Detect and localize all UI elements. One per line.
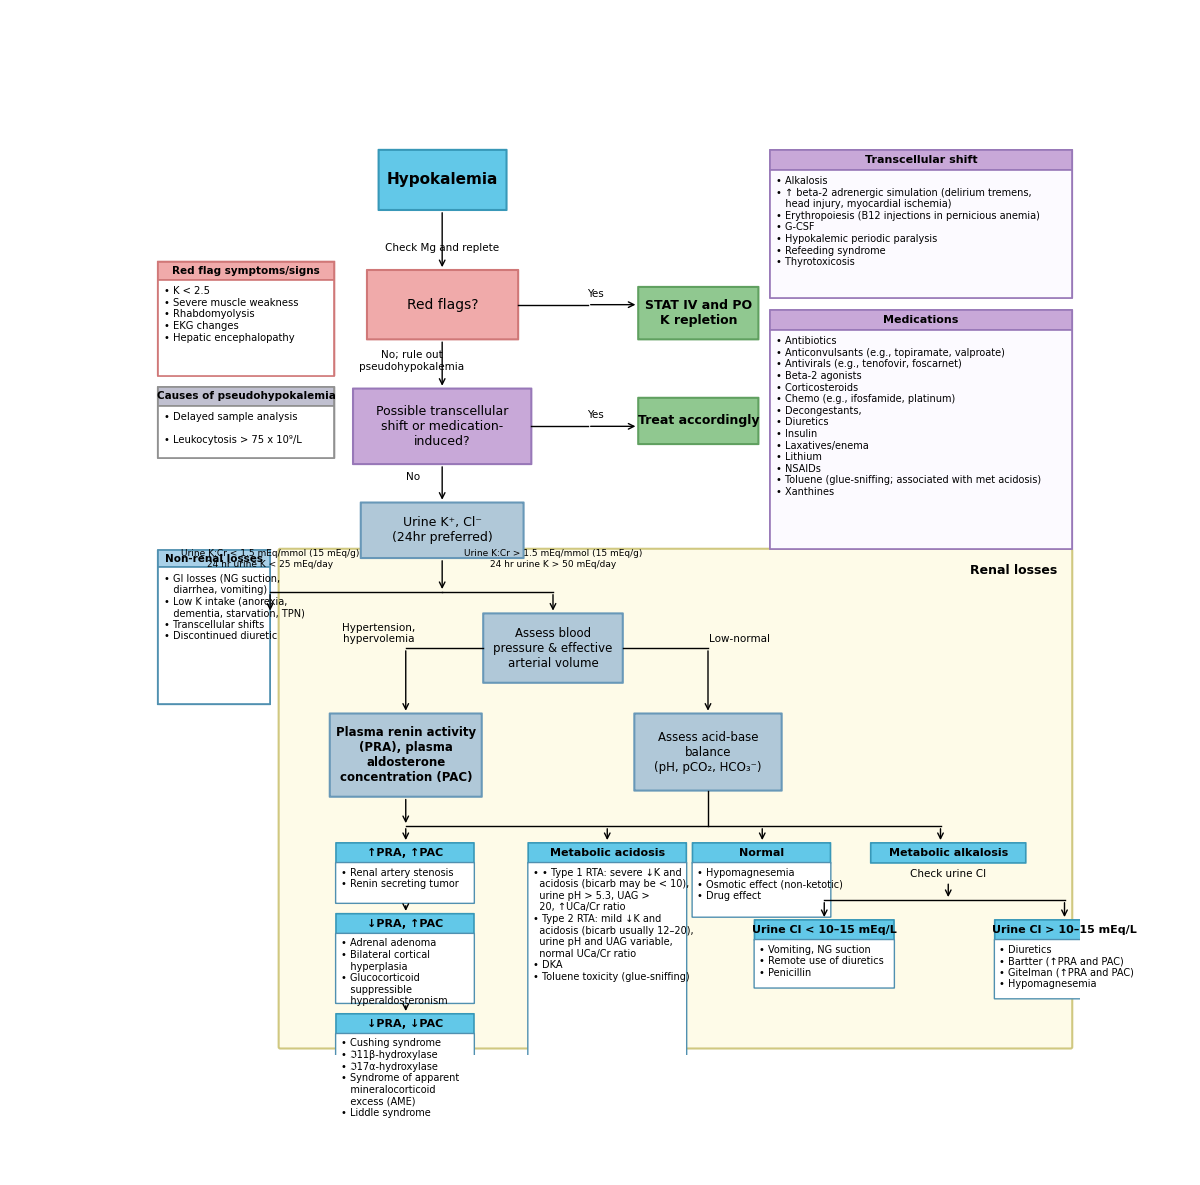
FancyBboxPatch shape: [367, 270, 518, 339]
FancyBboxPatch shape: [157, 280, 335, 376]
FancyBboxPatch shape: [157, 405, 335, 457]
Text: Check Mg and replete: Check Mg and replete: [385, 243, 499, 254]
Text: Assess blood
pressure & effective
arterial volume: Assess blood pressure & effective arteri…: [493, 627, 613, 670]
Text: Red flag symptoms/signs: Red flag symptoms/signs: [173, 265, 320, 276]
Text: • Hypomagnesemia
• Osmotic effect (non-ketotic)
• Drug effect: • Hypomagnesemia • Osmotic effect (non-k…: [697, 867, 844, 901]
FancyBboxPatch shape: [770, 310, 1073, 331]
Text: • Antibiotics
• Anticonvulsants (e.g., topiramate, valproate)
• Antivirals (e.g.: • Antibiotics • Anticonvulsants (e.g., t…: [776, 337, 1042, 497]
FancyBboxPatch shape: [528, 863, 686, 1061]
FancyBboxPatch shape: [336, 863, 474, 903]
Text: Normal: Normal: [739, 848, 784, 858]
Text: • Renal artery stenosis
• Renin secreting tumor: • Renal artery stenosis • Renin secretin…: [341, 867, 458, 889]
FancyBboxPatch shape: [330, 713, 481, 796]
FancyBboxPatch shape: [770, 169, 1073, 297]
FancyBboxPatch shape: [157, 550, 270, 704]
Text: • Cushing syndrome
• ℑ11β-hydroxylase
• ℑ17α-hydroxylase
• Syndrome of apparent
: • Cushing syndrome • ℑ11β-hydroxylase • …: [341, 1038, 458, 1119]
FancyBboxPatch shape: [995, 940, 1135, 999]
Text: • Adrenal adenoma
• Bilateral cortical
   hyperplasia
• Glucocorticoid
   suppre: • Adrenal adenoma • Bilateral cortical h…: [341, 939, 448, 1006]
FancyBboxPatch shape: [770, 331, 1073, 549]
Text: • Diuretics
• Bartter (↑PRA and PAC)
• Gitelman (↑PRA and PAC)
• Hypomagnesemia: • Diuretics • Bartter (↑PRA and PAC) • G…: [1000, 944, 1134, 989]
Text: ↓PRA, ↓PAC: ↓PRA, ↓PAC: [367, 1019, 443, 1029]
Text: • Delayed sample analysis

• Leukocytosis > 75 x 10⁹/L: • Delayed sample analysis • Leukocytosis…: [164, 411, 301, 444]
FancyBboxPatch shape: [157, 387, 335, 457]
FancyBboxPatch shape: [157, 568, 270, 704]
Text: Plasma renin activity
(PRA), plasma
aldosterone
concentration (PAC): Plasma renin activity (PRA), plasma aldo…: [336, 726, 476, 784]
FancyBboxPatch shape: [336, 843, 474, 863]
Text: Metabolic alkalosis: Metabolic alkalosis: [889, 848, 1008, 858]
FancyBboxPatch shape: [692, 863, 830, 917]
FancyBboxPatch shape: [278, 549, 1073, 1049]
FancyBboxPatch shape: [754, 940, 894, 988]
Text: Renal losses: Renal losses: [970, 564, 1057, 577]
Text: Yes: Yes: [587, 410, 604, 421]
Text: Hypertension,
hypervolemia: Hypertension, hypervolemia: [342, 622, 415, 645]
Text: Urine K:Cr > 1.5 mEq/mmol (15 mEq/g)
24 hr urine K > 50 mEq/day: Urine K:Cr > 1.5 mEq/mmol (15 mEq/g) 24 …: [464, 550, 642, 569]
Text: • K < 2.5
• Severe muscle weakness
• Rhabdomyolysis
• EKG changes
• Hepatic ence: • K < 2.5 • Severe muscle weakness • Rha…: [164, 287, 299, 342]
FancyBboxPatch shape: [995, 920, 1134, 940]
FancyBboxPatch shape: [157, 387, 335, 405]
Text: Hypokalemia: Hypokalemia: [386, 173, 498, 187]
Text: Assess acid-base
balance
(pH, pCO₂, HCO₃⁻): Assess acid-base balance (pH, pCO₂, HCO₃…: [654, 730, 762, 774]
Text: No; rule out
pseudohypokalemia: No; rule out pseudohypokalemia: [359, 350, 464, 372]
Text: Treat accordingly: Treat accordingly: [637, 415, 760, 428]
Text: Causes of pseudohypokalemia: Causes of pseudohypokalemia: [157, 391, 336, 402]
Text: Possible transcellular
shift or medication-
induced?: Possible transcellular shift or medicati…: [376, 405, 509, 448]
Text: Urine K⁺, Cl⁻
(24hr preferred): Urine K⁺, Cl⁻ (24hr preferred): [391, 517, 492, 544]
Text: • • Type 1 RTA: severe ↓K and
  acidosis (bicarb may be < 10),
  urine pH > 5.3,: • • Type 1 RTA: severe ↓K and acidosis (…: [533, 867, 694, 982]
Text: • Alkalosis
• ↑ beta-2 adrenergic simulation (delirium tremens,
   head injury, : • Alkalosis • ↑ beta-2 adrenergic simula…: [776, 177, 1040, 268]
Text: • GI losses (NG suction,
   diarrhea, vomiting)
• Low K intake (anorexia,
   dem: • GI losses (NG suction, diarrhea, vomit…: [164, 574, 305, 641]
Text: Metabolic acidosis: Metabolic acidosis: [550, 848, 665, 858]
Text: ↓PRA, ↑PAC: ↓PRA, ↑PAC: [367, 918, 443, 929]
FancyBboxPatch shape: [157, 550, 270, 568]
FancyBboxPatch shape: [336, 914, 474, 934]
Text: Urine K:Cr < 1.5 mEq/mmol (15 mEq/g)
24 hr urine K < 25 mEq/day: Urine K:Cr < 1.5 mEq/mmol (15 mEq/g) 24 …: [181, 550, 359, 569]
FancyBboxPatch shape: [336, 934, 474, 1004]
Text: Urine Cl < 10–15 mEq/L: Urine Cl < 10–15 mEq/L: [752, 925, 896, 935]
FancyBboxPatch shape: [336, 1033, 474, 1121]
Text: Non-renal losses: Non-renal losses: [164, 553, 263, 564]
FancyBboxPatch shape: [871, 843, 1026, 863]
FancyBboxPatch shape: [336, 1014, 474, 1033]
FancyBboxPatch shape: [378, 149, 506, 210]
FancyBboxPatch shape: [157, 262, 335, 376]
FancyBboxPatch shape: [353, 389, 532, 465]
FancyBboxPatch shape: [770, 310, 1073, 549]
FancyBboxPatch shape: [692, 843, 830, 863]
Text: Check urine Cl: Check urine Cl: [910, 869, 986, 879]
FancyBboxPatch shape: [528, 843, 686, 863]
FancyBboxPatch shape: [157, 262, 335, 280]
FancyBboxPatch shape: [638, 398, 758, 444]
FancyBboxPatch shape: [755, 920, 894, 940]
Text: No: No: [407, 472, 420, 482]
FancyBboxPatch shape: [770, 149, 1073, 169]
FancyBboxPatch shape: [484, 614, 623, 683]
FancyBboxPatch shape: [638, 287, 758, 339]
Text: Red flags?: Red flags?: [407, 297, 479, 312]
Text: Low-normal: Low-normal: [708, 634, 769, 645]
FancyBboxPatch shape: [361, 502, 523, 558]
Text: ↑PRA, ↑PAC: ↑PRA, ↑PAC: [367, 848, 443, 858]
FancyBboxPatch shape: [635, 713, 781, 790]
Text: STAT IV and PO
K repletion: STAT IV and PO K repletion: [644, 299, 752, 327]
Text: Transcellular shift: Transcellular shift: [865, 155, 978, 165]
Text: Medications: Medications: [883, 315, 959, 325]
Text: Urine Cl > 10–15 mEq/L: Urine Cl > 10–15 mEq/L: [992, 925, 1136, 935]
FancyBboxPatch shape: [770, 149, 1073, 297]
Text: Yes: Yes: [587, 288, 604, 299]
Text: • Vomiting, NG suction
• Remote use of diuretics
• Penicillin: • Vomiting, NG suction • Remote use of d…: [760, 944, 884, 978]
